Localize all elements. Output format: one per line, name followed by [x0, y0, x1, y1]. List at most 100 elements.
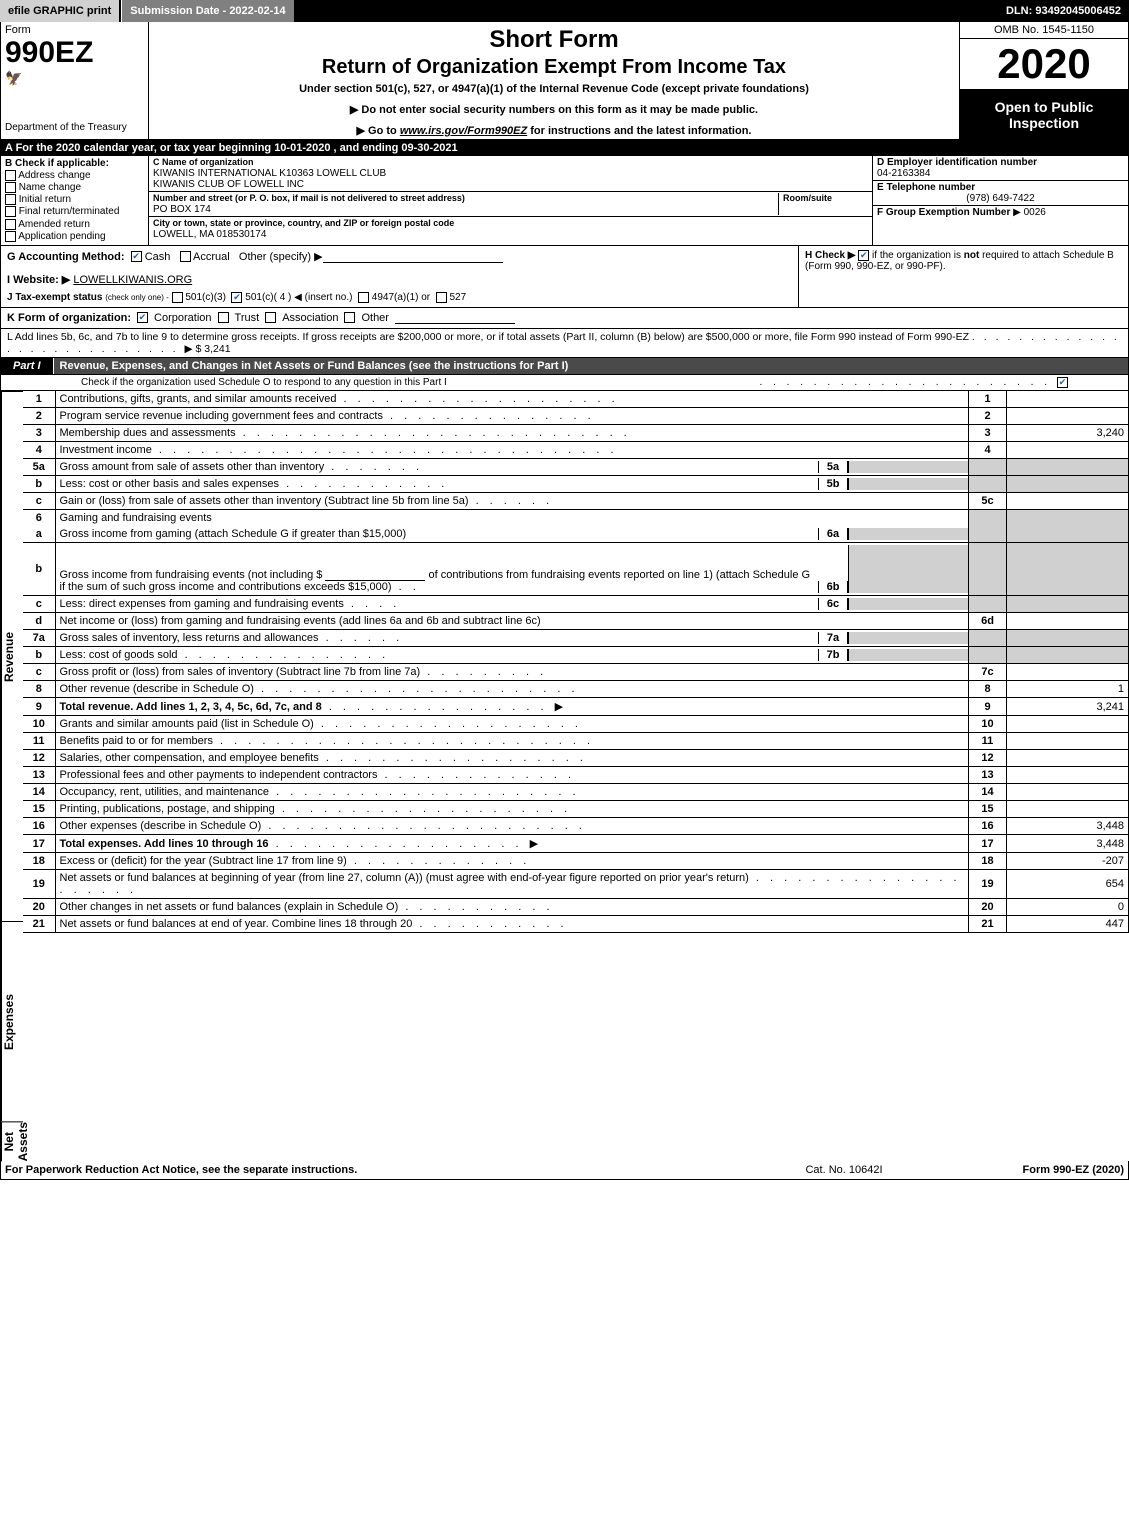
line-8: 8 Other revenue (describe in Schedule O)…: [23, 681, 1129, 698]
chk-amended-return[interactable]: Amended return: [5, 219, 144, 230]
line-i-label: I Website: ▶: [7, 274, 70, 286]
line-6d: d Net income or (loss) from gaming and f…: [23, 613, 1129, 630]
goto-note: ▶ Go to www.irs.gov/Form990EZ for instru…: [155, 124, 953, 137]
line-9: 9 Total revenue. Add lines 1, 2, 3, 4, 5…: [23, 698, 1129, 716]
footer-notice: For Paperwork Reduction Act Notice, see …: [5, 1164, 744, 1176]
chk-trust[interactable]: [218, 312, 229, 323]
efile-print-button[interactable]: efile GRAPHIC print: [0, 0, 121, 22]
chk-527[interactable]: [436, 292, 447, 303]
chk-schedule-o[interactable]: [1057, 377, 1068, 388]
other-org-input[interactable]: [395, 312, 515, 324]
form-word: Form: [5, 24, 144, 36]
open-to-public: Open to Public Inspection: [960, 90, 1128, 139]
line-21: 21 Net assets or fund balances at end of…: [23, 916, 1129, 933]
line-l: L Add lines 5b, 6c, and 7b to line 9 to …: [0, 329, 1129, 358]
eagle-icon: 🦅: [5, 70, 144, 87]
line-15: 15 Printing, publications, postage, and …: [23, 801, 1129, 818]
short-form-title: Short Form: [155, 26, 953, 54]
line-12: 12 Salaries, other compensation, and emp…: [23, 750, 1129, 767]
section-b-label: B Check if applicable:: [5, 158, 144, 169]
line-10: 10 Grants and similar amounts paid (list…: [23, 716, 1129, 733]
line-17: 17 Total expenses. Add lines 10 through …: [23, 835, 1129, 853]
main-title: Return of Organization Exempt From Incom…: [155, 56, 953, 79]
dept-treasury: Department of the Treasury: [5, 122, 144, 133]
omb-number: OMB No. 1545-1150: [960, 22, 1128, 39]
goto-link[interactable]: www.irs.gov/Form990EZ: [400, 125, 527, 137]
part-1-subnote: Check if the organization used Schedule …: [0, 375, 1129, 391]
contrib-amount-input[interactable]: [325, 569, 425, 581]
header-left: Form 990EZ 🦅 Department of the Treasury: [1, 22, 149, 139]
chk-cash[interactable]: [131, 251, 142, 262]
chk-address-change[interactable]: Address change: [5, 170, 144, 181]
chk-schedule-b[interactable]: [858, 250, 869, 261]
group-exemption: ▶ 0026: [1013, 207, 1046, 218]
org-address-block: Number and street (or P. O. box, if mail…: [149, 192, 872, 217]
chk-corp[interactable]: [137, 312, 148, 323]
chk-4947[interactable]: [358, 292, 369, 303]
chk-accrual[interactable]: [180, 251, 191, 262]
line-7b: b Less: cost of goods sold . . . . . . .…: [23, 647, 1129, 664]
org-name-2: KIWANIS CLUB OF LOWELL INC: [153, 179, 304, 190]
website-link[interactable]: LOWELLKIWANIS.ORG: [73, 274, 192, 286]
telephone: (978) 649-7422: [877, 193, 1124, 204]
section-c: C Name of organization KIWANIS INTERNATI…: [149, 156, 873, 245]
topbar-spacer: [296, 0, 998, 22]
chk-other-org[interactable]: [344, 312, 355, 323]
chk-501c3[interactable]: [172, 292, 183, 303]
line-7c: c Gross profit or (loss) from sales of i…: [23, 664, 1129, 681]
section-def: D Employer identification number 04-2163…: [873, 156, 1128, 245]
section-e: E Telephone number (978) 649-7422: [873, 181, 1128, 206]
tax-year: 2020: [960, 39, 1128, 90]
gross-receipts: 3,241: [204, 343, 230, 355]
header-right: OMB No. 1545-1150 2020 Open to Public In…: [960, 22, 1128, 139]
chk-initial-return[interactable]: Initial return: [5, 194, 144, 205]
section-a-bar: A For the 2020 calendar year, or tax yea…: [0, 140, 1129, 156]
line-16: 16 Other expenses (describe in Schedule …: [23, 818, 1129, 835]
org-address: PO BOX 174: [153, 204, 211, 215]
section-f: F Group Exemption Number ▶ 0026: [873, 206, 1128, 219]
side-netassets: Net Assets: [1, 1121, 23, 1161]
dln-label: DLN: 93492045006452: [998, 0, 1129, 22]
part-1-header: Part I Revenue, Expenses, and Changes in…: [0, 358, 1129, 375]
side-expenses: Expenses: [1, 921, 23, 1121]
line-11: 11 Benefits paid to or for members . . .…: [23, 733, 1129, 750]
form-header: Form 990EZ 🦅 Department of the Treasury …: [0, 22, 1129, 140]
footer-catno: Cat. No. 10642I: [744, 1164, 944, 1176]
side-revenue: Revenue: [1, 391, 23, 921]
part-1-label: Part I: [1, 358, 54, 374]
org-name-block: C Name of organization KIWANIS INTERNATI…: [149, 156, 872, 192]
chk-name-change[interactable]: Name change: [5, 182, 144, 193]
form-number: 990EZ: [5, 38, 144, 68]
line-5a: 5a Gross amount from sale of assets othe…: [23, 459, 1129, 476]
ssn-note: ▶ Do not enter social security numbers o…: [155, 103, 953, 116]
line-14: 14 Occupancy, rent, utilities, and maint…: [23, 784, 1129, 801]
chk-final-return[interactable]: Final return/terminated: [5, 206, 144, 217]
lines-table: 1 Contributions, gifts, grants, and simi…: [23, 391, 1129, 933]
line-1: 1 Contributions, gifts, grants, and simi…: [23, 391, 1129, 408]
line-7a: 7a Gross sales of inventory, less return…: [23, 630, 1129, 647]
footer-formid: Form 990-EZ (2020): [944, 1164, 1124, 1176]
line-5c: c Gain or (loss) from sale of assets oth…: [23, 493, 1129, 510]
org-name-1: KIWANIS INTERNATIONAL K10363 LOWELL CLUB: [153, 168, 386, 179]
line-6a: a Gross income from gaming (attach Sched…: [23, 526, 1129, 543]
top-bar: efile GRAPHIC print Submission Date - 20…: [0, 0, 1129, 22]
chk-assoc[interactable]: [265, 312, 276, 323]
org-city-block: City or town, state or province, country…: [149, 217, 872, 241]
footer: For Paperwork Reduction Act Notice, see …: [0, 1161, 1129, 1180]
section-d: D Employer identification number 04-2163…: [873, 156, 1128, 181]
line-3: 3 Membership dues and assessments . . . …: [23, 425, 1129, 442]
line-5b: b Less: cost or other basis and sales ex…: [23, 476, 1129, 493]
line-18: 18 Excess or (deficit) for the year (Sub…: [23, 853, 1129, 870]
line-19: 19 Net assets or fund balances at beginn…: [23, 870, 1129, 899]
submission-date: Submission Date - 2022-02-14: [121, 0, 295, 22]
line-2: 2 Program service revenue including gove…: [23, 408, 1129, 425]
chk-application-pending[interactable]: Application pending: [5, 231, 144, 242]
under-section: Under section 501(c), 527, or 4947(a)(1)…: [155, 83, 953, 95]
ein: 04-2163384: [877, 168, 930, 179]
line-k: K Form of organization: Corporation Trus…: [0, 308, 1129, 329]
line-j-label: J Tax-exempt status: [7, 292, 102, 303]
part-1-title: Revenue, Expenses, and Changes in Net As…: [54, 358, 1128, 374]
chk-501c[interactable]: [231, 292, 242, 303]
line-h: H Check ▶ if the organization is not req…: [798, 246, 1128, 307]
other-method-input[interactable]: [323, 251, 503, 263]
